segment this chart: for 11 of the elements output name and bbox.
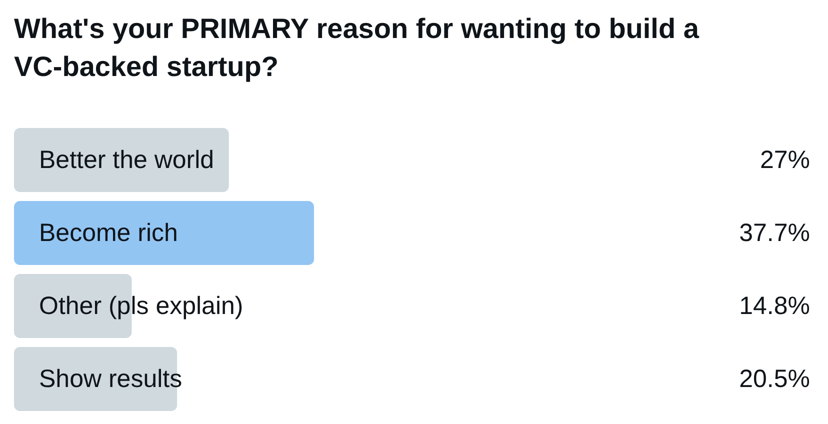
data-label: 20.5%: [739, 364, 810, 393]
data-label: 37.7%: [739, 219, 810, 248]
bar: [14, 128, 229, 192]
data-label: 27%: [760, 146, 810, 174]
bar: [14, 200, 314, 266]
y-tick-label: Become rich: [39, 219, 178, 248]
y-tick-label: Show results: [39, 364, 182, 393]
data-label: 14.8%: [739, 292, 810, 320]
y-tick-label: Better the world: [39, 146, 214, 174]
chart-title: What's your PRIMARY reason for wanting to build a VC-backed startup?: [14, 12, 700, 84]
y-tick-label: Other (pls explain): [39, 292, 244, 320]
